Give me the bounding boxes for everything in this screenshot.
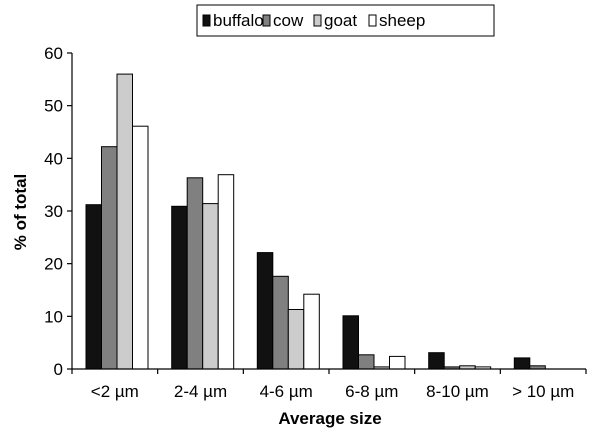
- legend-swatch-cow: [262, 14, 271, 27]
- bar-sheep-2: [303, 293, 320, 370]
- legend-label-sheep: sheep: [379, 11, 425, 30]
- axes-group: [67, 52, 587, 374]
- y-tick-label: 10: [44, 307, 63, 326]
- legend-swatch-sheep: [368, 14, 377, 27]
- legend-label-cow: cow: [273, 11, 304, 30]
- x-tick-label: <2 µm: [91, 382, 139, 401]
- x-tick-label: 6-8 µm: [345, 382, 398, 401]
- bar-cow-3: [358, 354, 375, 370]
- legend-swatch-goat: [313, 14, 322, 27]
- bar-buffalo-3: [342, 315, 359, 370]
- x-axis-title: Average size: [278, 409, 381, 428]
- y-tick-label: 20: [44, 255, 63, 274]
- bar-goat-1: [202, 203, 219, 370]
- bar-buffalo-5: [513, 357, 531, 370]
- bars-group: [85, 73, 546, 370]
- bar-buffalo-0: [85, 204, 102, 370]
- x-tick-label: 8-10 µm: [426, 382, 489, 401]
- bar-buffalo-2: [256, 252, 274, 370]
- bar-buffalo-4: [428, 352, 445, 370]
- bar-cow-2: [272, 275, 289, 370]
- y-tick-labels: 0 10 20 30 40 50 60: [44, 44, 63, 379]
- legend-label-buffalo: buffalo: [213, 11, 264, 30]
- plot-area: 0 10 20 30 40 50 60 <2 µm 2-4 µm 4-6 µm 6-8 µm 8-1…: [44, 44, 587, 401]
- x-tick-label: > 10 µm: [512, 382, 574, 401]
- x-tick-label: 4-6 µm: [260, 382, 313, 401]
- bar-sheep-0: [132, 125, 149, 370]
- bar-buffalo-1: [171, 205, 188, 370]
- bar-cow-0: [101, 146, 118, 370]
- chart-legend: buffalo cow goat sheep: [196, 4, 495, 37]
- y-tick-label: 0: [54, 360, 63, 379]
- y-tick-label: 50: [44, 97, 63, 116]
- y-tick-label: 30: [44, 202, 63, 221]
- y-axis-title: % of total: [11, 174, 30, 251]
- x-tick-labels: <2 µm 2-4 µm 4-6 µm 6-8 µm 8-10 µm > 10 µm: [91, 382, 575, 401]
- bar-goat-2: [287, 309, 305, 370]
- y-tick-label: 40: [44, 149, 63, 168]
- y-tick-label: 60: [44, 44, 63, 63]
- bar-cow-1: [186, 177, 204, 370]
- bar-sheep-1: [217, 174, 235, 370]
- legend-swatch-buffalo: [202, 14, 211, 27]
- legend-label-goat: goat: [324, 11, 357, 30]
- bar-goat-0: [116, 73, 133, 370]
- x-tick-label: 2-4 µm: [174, 382, 227, 401]
- bar-sheep-3: [389, 355, 406, 370]
- legend-box: [196, 4, 495, 37]
